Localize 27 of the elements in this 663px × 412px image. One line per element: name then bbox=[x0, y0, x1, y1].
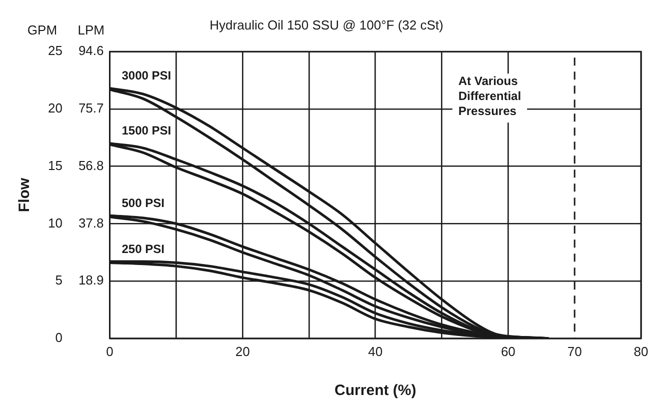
text: LPM bbox=[78, 22, 104, 38]
series-label: 1500 PSI bbox=[122, 124, 172, 138]
x-tick-label: 40 bbox=[368, 344, 383, 359]
y-tick-label: 5 bbox=[55, 272, 62, 288]
y-tick-label: 0 bbox=[55, 330, 62, 345]
y2-tick-label: 75.7 bbox=[78, 100, 104, 116]
series-label: 250 PSI bbox=[122, 242, 164, 256]
x-axis-title: Current (%) bbox=[334, 382, 416, 400]
y2-tick-label: 37.8 bbox=[78, 215, 104, 230]
x-tick-label: 0 bbox=[106, 344, 114, 359]
y-tick-label: 20 bbox=[48, 100, 62, 116]
x-tick-label: 60 bbox=[500, 344, 516, 359]
y2-tick-label: 56.8 bbox=[78, 158, 104, 173]
x-tick-label: 80 bbox=[634, 344, 648, 359]
y2-tick-label: 18.9 bbox=[78, 272, 104, 288]
y-tick-label: 15 bbox=[48, 158, 62, 173]
x-tick-label: 70 bbox=[567, 344, 582, 359]
y2-tick-label: 94.6 bbox=[78, 43, 104, 58]
series-label: 500 PSI bbox=[122, 196, 164, 210]
y-axis-title: Flow bbox=[16, 178, 34, 212]
y-tick-label: 10 bbox=[48, 215, 62, 230]
annotation: At Various Differential Pressures bbox=[458, 74, 522, 118]
y-tick-label: 25 bbox=[48, 43, 62, 58]
text: GPM bbox=[27, 22, 58, 38]
series-label: 3000 PSI bbox=[122, 68, 172, 83]
x-tick-label: 20 bbox=[235, 344, 250, 359]
chart-title: Hydraulic Oil 150 SSU @ 100°F (32 cSt) bbox=[210, 17, 444, 32]
